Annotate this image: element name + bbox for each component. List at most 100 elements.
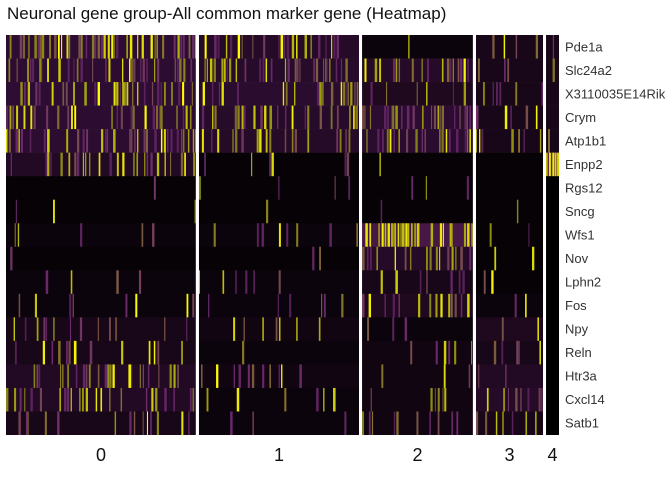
heatmap-cell bbox=[262, 58, 265, 83]
heatmap-block bbox=[546, 58, 559, 83]
heatmap-block bbox=[362, 270, 473, 295]
heatmap-cell bbox=[520, 387, 522, 412]
gene-label: Rgs12 bbox=[565, 180, 603, 195]
heatmap-cell bbox=[269, 364, 271, 389]
heatmap-cell bbox=[518, 129, 520, 153]
heatmap-cell bbox=[109, 364, 112, 389]
heatmap-cell bbox=[243, 105, 246, 130]
heatmap-cell bbox=[180, 152, 184, 177]
heatmap-block bbox=[475, 129, 544, 153]
heatmap-cell bbox=[154, 58, 156, 83]
heatmap-cell bbox=[398, 129, 400, 153]
heatmap-cell bbox=[137, 35, 139, 59]
heatmap-cell bbox=[82, 364, 86, 389]
heatmap-cell bbox=[430, 387, 433, 412]
heatmap-block bbox=[6, 340, 196, 365]
heatmap-cell bbox=[67, 387, 70, 412]
heatmap-cell bbox=[98, 152, 101, 177]
heatmap-cell bbox=[278, 176, 280, 201]
heatmap-cell bbox=[24, 317, 27, 342]
heatmap-block bbox=[6, 58, 196, 83]
heatmap-cell bbox=[84, 152, 87, 177]
heatmap-cell bbox=[527, 387, 530, 412]
heatmap-cell bbox=[224, 58, 226, 83]
heatmap-cell bbox=[322, 82, 324, 106]
heatmap-cell bbox=[458, 270, 461, 295]
gene-label: Enpp2 bbox=[565, 157, 603, 172]
heatmap-cell bbox=[380, 270, 383, 295]
heatmap-cell bbox=[315, 58, 319, 83]
heatmap-cell bbox=[229, 58, 232, 83]
heatmap-cell bbox=[247, 364, 250, 389]
heatmap-cell bbox=[131, 58, 133, 83]
heatmap-cell bbox=[348, 129, 351, 153]
heatmap-cell bbox=[256, 223, 259, 248]
heatmap-cell bbox=[404, 246, 407, 271]
heatmap-cell bbox=[80, 223, 83, 248]
heatmap-cell bbox=[69, 293, 72, 318]
heatmap-cell bbox=[411, 58, 414, 83]
heatmap-cell bbox=[425, 176, 428, 201]
heatmap-cell bbox=[16, 105, 19, 130]
heatmap-cell bbox=[73, 82, 75, 106]
heatmap-cell bbox=[430, 223, 434, 248]
heatmap-cell bbox=[144, 152, 146, 177]
heatmap-cell bbox=[170, 129, 173, 153]
heatmap-cell bbox=[538, 387, 541, 412]
heatmap-cell bbox=[501, 340, 504, 365]
gene-label: Crym bbox=[565, 110, 596, 125]
heatmap-cell bbox=[347, 82, 349, 106]
heatmap-cell bbox=[50, 152, 52, 177]
heatmap-cell bbox=[167, 129, 169, 153]
heatmap-cell bbox=[535, 35, 538, 59]
heatmap-cell bbox=[313, 58, 315, 83]
heatmap-block bbox=[546, 317, 559, 342]
heatmap-cell bbox=[151, 387, 154, 412]
heatmap-block bbox=[6, 176, 196, 201]
heatmap-cell bbox=[89, 340, 93, 365]
heatmap-cell bbox=[156, 35, 159, 59]
heatmap-cell bbox=[43, 129, 46, 153]
heatmap-cell bbox=[284, 58, 287, 83]
heatmap-cell bbox=[381, 364, 384, 389]
heatmap-cell bbox=[163, 129, 166, 153]
heatmap-cell bbox=[130, 129, 133, 153]
heatmap-cell bbox=[318, 35, 321, 59]
heatmap-cell bbox=[177, 364, 179, 389]
heatmap-cell bbox=[329, 223, 332, 248]
heatmap-cell bbox=[19, 35, 23, 59]
heatmap-cell bbox=[208, 293, 210, 318]
heatmap-cell bbox=[94, 82, 97, 106]
heatmap-cell bbox=[395, 58, 398, 83]
heatmap-cell bbox=[182, 82, 185, 106]
heatmap-cell bbox=[235, 129, 238, 153]
heatmap-cell bbox=[120, 387, 123, 412]
heatmap-cell bbox=[153, 340, 155, 365]
heatmap-cell bbox=[266, 199, 269, 224]
heatmap-cell bbox=[394, 246, 396, 271]
heatmap-cell bbox=[213, 58, 216, 83]
heatmap-cell bbox=[319, 82, 322, 106]
heatmap-cell bbox=[312, 246, 315, 271]
heatmap-cell bbox=[532, 246, 535, 271]
heatmap-cell bbox=[481, 129, 484, 153]
heatmap-cell bbox=[144, 105, 147, 130]
heatmap-cell bbox=[356, 223, 358, 248]
heatmap-cell bbox=[24, 387, 26, 412]
heatmap-cell bbox=[319, 246, 321, 271]
heatmap-cell bbox=[195, 129, 196, 153]
heatmap-cell bbox=[129, 411, 132, 435]
heatmap-cell bbox=[66, 340, 68, 365]
heatmap-cell bbox=[234, 105, 237, 130]
heatmap-block bbox=[475, 35, 544, 59]
heatmap-cell bbox=[214, 105, 217, 130]
heatmap-cell bbox=[501, 317, 504, 342]
heatmap-cell bbox=[367, 317, 370, 342]
heatmap-cell bbox=[229, 35, 233, 59]
heatmap-cell bbox=[135, 293, 138, 318]
heatmap-cell bbox=[443, 340, 447, 365]
heatmap-cell bbox=[116, 152, 119, 177]
heatmap-cell bbox=[463, 82, 466, 106]
heatmap-cell bbox=[262, 364, 265, 389]
heatmap-cell bbox=[97, 35, 101, 59]
